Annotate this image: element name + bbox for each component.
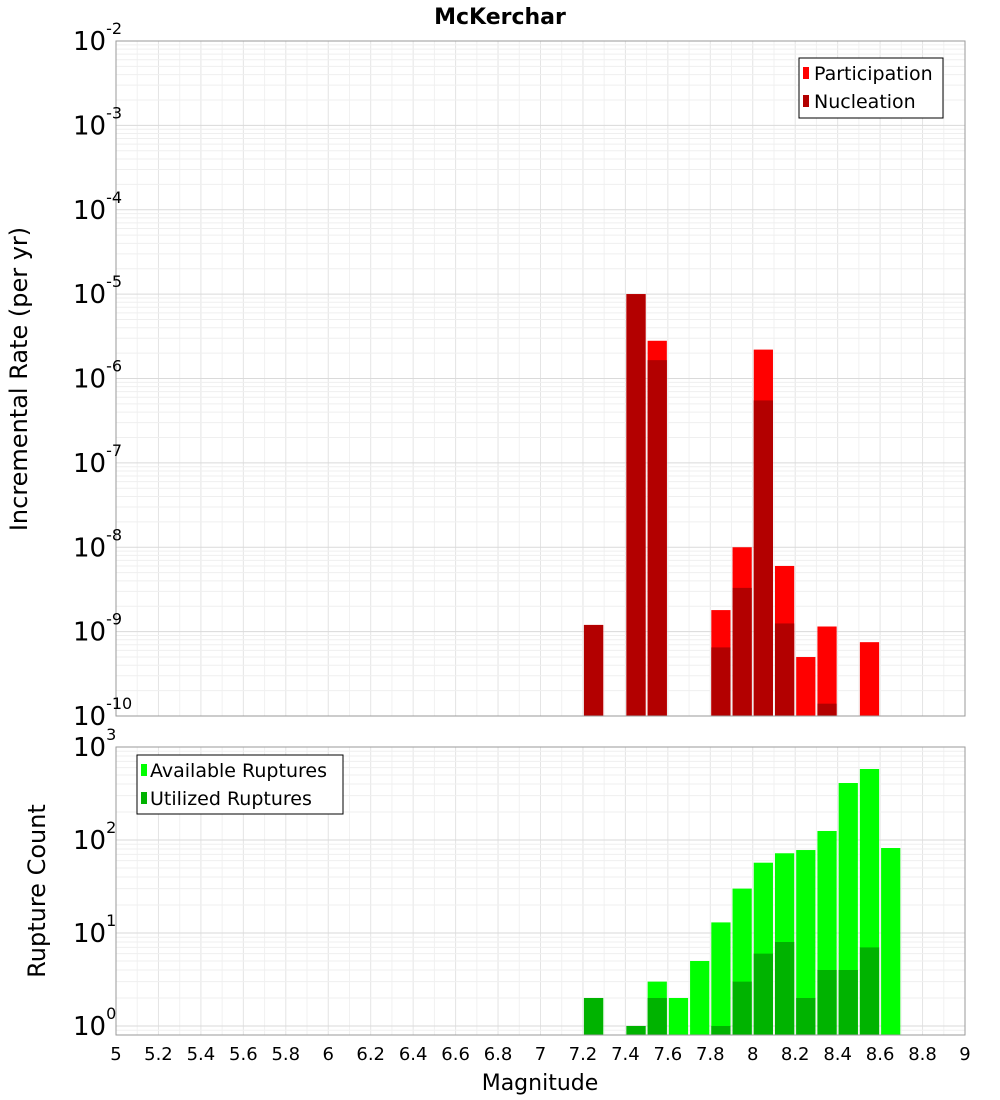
x-tick-label: 6.6 — [441, 1044, 470, 1065]
count-grid — [115, 746, 966, 1036]
rate-bar-1 — [753, 400, 773, 716]
x-tick-label: 5.6 — [229, 1044, 258, 1065]
x-tick-label: 7.8 — [696, 1044, 725, 1065]
rate-legend-box — [798, 57, 944, 119]
x-tick-label: 5 — [110, 1044, 121, 1065]
count-bar-1 — [817, 969, 837, 1035]
count-bar-0 — [690, 960, 710, 1035]
x-tick-label: 8.6 — [866, 1044, 895, 1065]
x-tick-label: 8.8 — [908, 1044, 937, 1065]
available-legend-label: Available Ruptures — [150, 760, 327, 782]
rate-bar-1 — [626, 294, 646, 716]
x-tick-label: 5.2 — [144, 1044, 173, 1065]
count-bar-1 — [796, 997, 816, 1035]
x-tick-label: 8 — [747, 1044, 758, 1065]
rate-y-axis-label: Incremental Rate (per yr) — [5, 227, 33, 531]
rate-y-tick-label: 10-8 — [73, 525, 122, 563]
x-tick-label: 6.4 — [399, 1044, 428, 1065]
count-bar-1 — [774, 942, 795, 1035]
participation-legend-label: Participation — [814, 63, 933, 85]
count-bar-1 — [753, 953, 773, 1035]
count-y-tick-label: 100 — [73, 1004, 116, 1042]
x-tick-label: 6 — [323, 1044, 334, 1065]
rate-plot-frame — [115, 40, 966, 717]
count-bar-0 — [796, 850, 816, 1035]
count-bar-0 — [711, 922, 731, 1035]
rate-bar-1 — [647, 360, 667, 716]
x-ticks: 5 5.2 5.4 5.6 5.8 6 6.2 6.4 6.6 6.8 7 7.2 7.4 7.6 7.8 8… — [110, 1044, 970, 1065]
rate-bar-1 — [774, 623, 795, 716]
rate-legend: Participation Nucleation — [798, 57, 944, 119]
rate-y-tick-label: 10-3 — [73, 103, 122, 141]
count-y-tick-label: 102 — [73, 818, 116, 856]
count-bar-1 — [838, 969, 858, 1035]
count-bar-1 — [711, 1025, 731, 1035]
utilized-legend-label: Utilized Ruptures — [150, 788, 312, 810]
count-bar-0 — [668, 997, 689, 1035]
rate-grid — [115, 40, 966, 717]
participation-legend-swatch — [803, 67, 809, 79]
rate-y-tick-label: 10-9 — [73, 610, 122, 648]
rate-bar-0 — [859, 642, 880, 716]
available-legend-swatch — [141, 764, 147, 776]
x-tick-label: 6.8 — [484, 1044, 513, 1065]
x-tick-label: 8.4 — [823, 1044, 852, 1065]
rate-bar-1 — [732, 587, 752, 716]
x-tick-label: 7 — [535, 1044, 546, 1065]
rate-bar-1 — [817, 703, 837, 716]
x-tick-label: 8.2 — [781, 1044, 810, 1065]
rate-y-tick-label: 10-6 — [73, 357, 122, 395]
rate-y-tick-label: 10-5 — [73, 272, 122, 310]
rate-bars — [583, 294, 880, 716]
chart-title: McKerchar — [434, 5, 566, 30]
count-y-axis-label: Rupture Count — [23, 804, 51, 978]
utilized-legend-swatch — [141, 792, 147, 804]
x-tick-label: 9 — [959, 1044, 970, 1065]
nucleation-legend-swatch — [803, 95, 809, 107]
count-plot-frame — [115, 746, 966, 1036]
count-bars — [583, 769, 901, 1035]
rate-y-tick-label: 10-7 — [73, 441, 122, 479]
x-tick-label: 7.2 — [569, 1044, 598, 1065]
count-bar-1 — [859, 947, 880, 1035]
count-bar-1 — [626, 1025, 646, 1035]
count-bar-1 — [647, 997, 667, 1035]
count-bar-1 — [583, 997, 604, 1035]
rate-bar-1 — [711, 647, 731, 716]
rate-y-tick-label: 10-4 — [73, 188, 122, 226]
rate-bar-0 — [817, 626, 837, 716]
rate-bar-1 — [583, 624, 604, 716]
rate-bar-0 — [796, 657, 816, 716]
x-tick-label: 5.4 — [187, 1044, 216, 1065]
x-tick-label: 7.4 — [611, 1044, 640, 1065]
x-tick-label: 5.8 — [271, 1044, 300, 1065]
count-y-tick-label: 101 — [73, 911, 116, 949]
count-bar-1 — [732, 981, 752, 1035]
x-tick-label: 6.2 — [356, 1044, 385, 1065]
count-bar-0 — [881, 848, 901, 1035]
count-legend-box — [136, 754, 344, 815]
x-tick-label: 7.6 — [654, 1044, 683, 1065]
rate-y-tick-label: 10-2 — [73, 19, 122, 57]
x-axis-label: Magnitude — [482, 1071, 599, 1096]
nucleation-legend-label: Nucleation — [814, 91, 916, 113]
count-legend: Available Ruptures Utilized Ruptures — [136, 754, 344, 815]
